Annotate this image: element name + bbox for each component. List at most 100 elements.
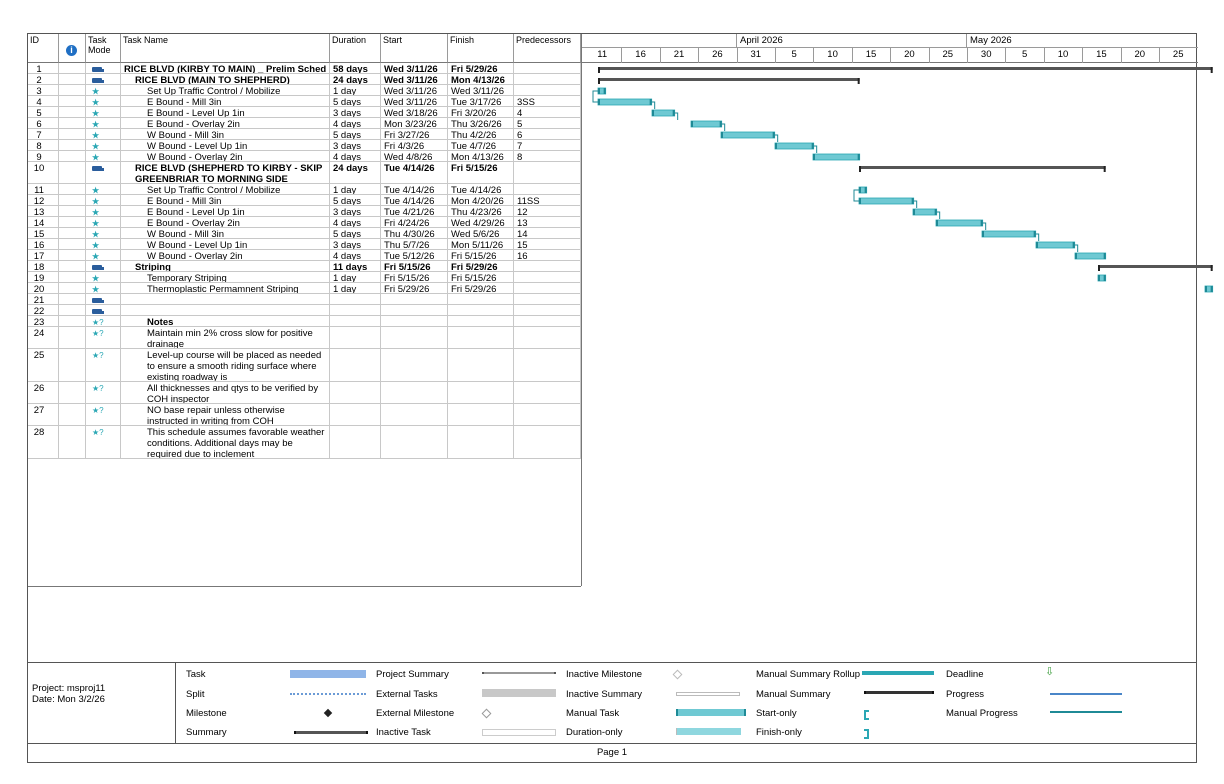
row-task-name-cell[interactable]: E Bound - Overlay 2in bbox=[121, 118, 330, 129]
table-row[interactable]: 18 Striping 11 days Fri 5/15/26 Fri 5/29/26 bbox=[28, 261, 581, 272]
row-id-cell[interactable]: 19 bbox=[28, 272, 59, 283]
row-pred-cell[interactable] bbox=[514, 404, 581, 426]
row-task-mode-cell[interactable]: ★ bbox=[86, 283, 121, 294]
row-finish-cell[interactable]: Fri 3/20/26 bbox=[448, 107, 514, 118]
table-row[interactable]: 3 ★ Set Up Traffic Control / Mobilize 1 day… bbox=[28, 85, 581, 96]
row-task-name-cell[interactable]: This schedule assumes favorable weather … bbox=[121, 426, 330, 459]
row-task-mode-cell[interactable]: ★ bbox=[86, 118, 121, 129]
row-duration-cell[interactable]: 5 days bbox=[330, 195, 381, 206]
row-pred-cell[interactable]: 11SS bbox=[514, 195, 581, 206]
row-task-name-cell[interactable] bbox=[121, 305, 330, 316]
table-row[interactable]: 25 ★? Level-up course will be placed as ne… bbox=[28, 349, 581, 382]
row-start-cell[interactable] bbox=[381, 305, 448, 316]
manual-task-bar[interactable] bbox=[597, 87, 607, 95]
row-task-name-cell[interactable]: RICE BLVD (KIRBY TO MAIN) _ Prelim Sched bbox=[121, 63, 330, 74]
row-task-mode-cell[interactable]: ★? bbox=[86, 426, 121, 459]
manual-task-bar[interactable] bbox=[597, 98, 653, 106]
row-task-mode-cell[interactable] bbox=[86, 63, 121, 74]
manual-task-bar[interactable] bbox=[981, 230, 1037, 238]
row-task-name-cell[interactable]: E Bound - Level Up 1in bbox=[121, 107, 330, 118]
row-duration-cell[interactable]: 4 days bbox=[330, 217, 381, 228]
row-id-cell[interactable]: 12 bbox=[28, 195, 59, 206]
row-duration-cell[interactable]: 4 days bbox=[330, 250, 381, 261]
table-row[interactable]: 9 ★ W Bound - Overlay 2in 4 days Wed 4/8/26 M… bbox=[28, 151, 581, 162]
row-task-mode-cell[interactable]: ★ bbox=[86, 96, 121, 107]
table-row[interactable]: 19 ★ Temporary Striping 1 day Fri 5/15/26 Fri… bbox=[28, 272, 581, 283]
row-finish-cell[interactable] bbox=[448, 382, 514, 404]
row-id-cell[interactable]: 27 bbox=[28, 404, 59, 426]
manual-task-bar[interactable] bbox=[1097, 274, 1107, 282]
col-header-task-name[interactable]: Task Name bbox=[121, 34, 330, 63]
row-duration-cell[interactable]: 5 days bbox=[330, 228, 381, 239]
table-row[interactable]: 17 ★ W Bound - Overlay 2in 4 days Tue 5/12/2… bbox=[28, 250, 581, 261]
row-duration-cell[interactable]: 1 day bbox=[330, 85, 381, 96]
row-pred-cell[interactable]: 6 bbox=[514, 129, 581, 140]
row-task-name-cell[interactable]: RICE BLVD (MAIN TO SHEPHERD) bbox=[121, 74, 330, 85]
table-row[interactable]: 1 RICE BLVD (KIRBY TO MAIN) _ Prelim Sche… bbox=[28, 63, 581, 74]
row-duration-cell[interactable] bbox=[330, 349, 381, 382]
row-pred-cell[interactable] bbox=[514, 162, 581, 184]
row-id-cell[interactable]: 5 bbox=[28, 107, 59, 118]
row-id-cell[interactable]: 9 bbox=[28, 151, 59, 162]
row-duration-cell[interactable]: 1 day bbox=[330, 283, 381, 294]
row-start-cell[interactable] bbox=[381, 404, 448, 426]
summary-bar[interactable] bbox=[1098, 265, 1213, 271]
row-duration-cell[interactable]: 3 days bbox=[330, 140, 381, 151]
table-row[interactable]: 22 bbox=[28, 305, 581, 316]
row-finish-cell[interactable] bbox=[448, 349, 514, 382]
row-task-name-cell[interactable]: E Bound - Level Up 1in bbox=[121, 206, 330, 217]
manual-task-bar[interactable] bbox=[858, 186, 868, 194]
row-duration-cell[interactable]: 4 days bbox=[330, 151, 381, 162]
row-start-cell[interactable]: Fri 5/15/26 bbox=[381, 261, 448, 272]
row-finish-cell[interactable]: Tue 3/17/26 bbox=[448, 96, 514, 107]
manual-task-bar[interactable] bbox=[1204, 285, 1214, 293]
row-start-cell[interactable]: Wed 4/8/26 bbox=[381, 151, 448, 162]
row-pred-cell[interactable] bbox=[514, 294, 581, 305]
row-task-mode-cell[interactable]: ★ bbox=[86, 151, 121, 162]
row-task-name-cell[interactable]: Level-up course will be placed as needed… bbox=[121, 349, 330, 382]
row-finish-cell[interactable]: Fri 5/29/26 bbox=[448, 283, 514, 294]
manual-task-bar[interactable] bbox=[935, 219, 984, 227]
row-id-cell[interactable]: 8 bbox=[28, 140, 59, 151]
manual-task-bar[interactable] bbox=[651, 109, 676, 117]
row-id-cell[interactable]: 25 bbox=[28, 349, 59, 382]
row-duration-cell[interactable]: 5 days bbox=[330, 129, 381, 140]
table-row[interactable]: 10 RICE BLVD (SHEPHERD TO KIRBY - SKIP GR… bbox=[28, 162, 581, 184]
row-start-cell[interactable]: Tue 5/12/26 bbox=[381, 250, 448, 261]
row-id-cell[interactable]: 26 bbox=[28, 382, 59, 404]
row-finish-cell[interactable]: Wed 4/29/26 bbox=[448, 217, 514, 228]
row-task-name-cell[interactable]: Set Up Traffic Control / Mobilize bbox=[121, 85, 330, 96]
row-finish-cell[interactable] bbox=[448, 294, 514, 305]
table-row[interactable]: 7 ★ W Bound - Mill 3in 5 days Fri 3/27/26 Thu… bbox=[28, 129, 581, 140]
row-start-cell[interactable]: Tue 4/21/26 bbox=[381, 206, 448, 217]
row-pred-cell[interactable] bbox=[514, 316, 581, 327]
row-task-name-cell[interactable]: Notes bbox=[121, 316, 330, 327]
row-id-cell[interactable]: 16 bbox=[28, 239, 59, 250]
row-task-name-cell[interactable]: Thermoplastic Permamnent Striping bbox=[121, 283, 330, 294]
manual-task-bar[interactable] bbox=[690, 120, 723, 128]
row-pred-cell[interactable] bbox=[514, 74, 581, 85]
row-duration-cell[interactable]: 4 days bbox=[330, 118, 381, 129]
summary-bar[interactable] bbox=[598, 78, 860, 84]
row-start-cell[interactable]: Fri 5/29/26 bbox=[381, 283, 448, 294]
row-task-name-cell[interactable]: W Bound - Level Up 1in bbox=[121, 239, 330, 250]
row-id-cell[interactable]: 13 bbox=[28, 206, 59, 217]
row-task-mode-cell[interactable] bbox=[86, 305, 121, 316]
row-pred-cell[interactable]: 15 bbox=[514, 239, 581, 250]
row-task-name-cell[interactable]: W Bound - Mill 3in bbox=[121, 228, 330, 239]
col-header-info[interactable]: i bbox=[59, 34, 86, 63]
row-finish-cell[interactable]: Thu 4/23/26 bbox=[448, 206, 514, 217]
row-start-cell[interactable] bbox=[381, 294, 448, 305]
table-row[interactable]: 24 ★? Maintain min 2% cross slow for posit… bbox=[28, 327, 581, 349]
table-row[interactable]: 6 ★ E Bound - Overlay 2in 4 days Mon 3/23/26… bbox=[28, 118, 581, 129]
manual-task-bar[interactable] bbox=[858, 197, 915, 205]
row-task-mode-cell[interactable]: ★ bbox=[86, 217, 121, 228]
row-start-cell[interactable] bbox=[381, 382, 448, 404]
table-row[interactable]: 16 ★ W Bound - Level Up 1in 3 days Thu 5/7/2… bbox=[28, 239, 581, 250]
table-row[interactable]: 12 ★ E Bound - Mill 3in 5 days Tue 4/14/26 Mo… bbox=[28, 195, 581, 206]
row-task-name-cell[interactable]: Set Up Traffic Control / Mobilize bbox=[121, 184, 330, 195]
row-pred-cell[interactable]: 13 bbox=[514, 217, 581, 228]
row-finish-cell[interactable]: Thu 3/26/26 bbox=[448, 118, 514, 129]
manual-task-bar[interactable] bbox=[912, 208, 938, 216]
row-duration-cell[interactable]: 5 days bbox=[330, 96, 381, 107]
